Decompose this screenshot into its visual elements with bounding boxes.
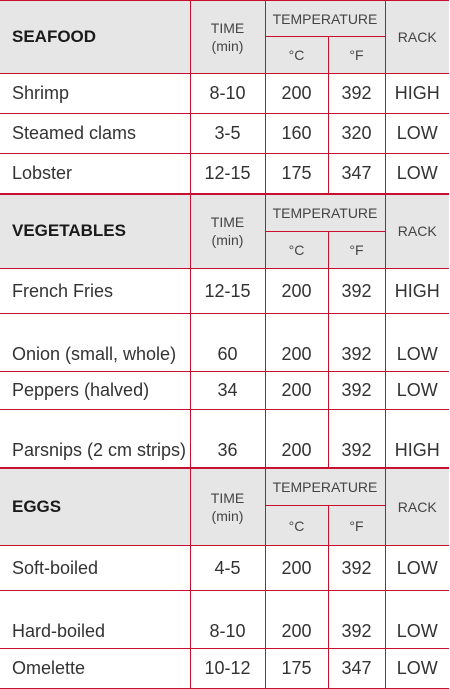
time-value: 8-10 xyxy=(189,590,266,649)
rack-header: RACK xyxy=(384,466,449,546)
time-value: 60 xyxy=(189,313,266,372)
table-row: Peppers (halved) 34 200 392 LOW xyxy=(0,371,449,410)
rack-value: LOW xyxy=(384,590,449,649)
fahrenheit-header: °F xyxy=(327,505,386,546)
section-header-eggs: EGGS TIME (min) TEMPERATURE RACK xyxy=(0,466,449,546)
time-value: 12-15 xyxy=(189,153,266,194)
celsius-value: 200 xyxy=(264,590,329,649)
fahrenheit-header: °F xyxy=(327,36,386,74)
rack-value: LOW xyxy=(384,113,449,154)
section-title: EGGS xyxy=(0,466,191,546)
time-value: 12-15 xyxy=(189,268,266,314)
rack-value: LOW xyxy=(384,313,449,372)
time-value: 34 xyxy=(189,371,266,410)
celsius-header: °C xyxy=(264,505,329,546)
rack-value: HIGH xyxy=(384,409,449,468)
fahrenheit-value: 392 xyxy=(327,313,386,372)
rack-value: LOW xyxy=(384,153,449,194)
temperature-header: TEMPERATURE xyxy=(264,192,386,232)
rack-value: LOW xyxy=(384,545,449,591)
celsius-value: 200 xyxy=(264,313,329,372)
time-header-label: TIME xyxy=(210,214,245,231)
fahrenheit-value: 392 xyxy=(327,590,386,649)
fahrenheit-value: 392 xyxy=(327,268,386,314)
time-header-label: TIME xyxy=(210,20,245,36)
time-header-label: TIME xyxy=(210,489,245,506)
food-name: Shrimp xyxy=(0,73,191,114)
rack-value: HIGH xyxy=(384,73,449,114)
time-value: 8-10 xyxy=(189,73,266,114)
celsius-value: 160 xyxy=(264,113,329,154)
food-name: Lobster xyxy=(0,153,191,194)
table-row: Lobster 12-15 175 347 LOW xyxy=(0,153,449,194)
table-row: Soft-boiled 4-5 200 392 LOW xyxy=(0,545,449,591)
rack-header: RACK xyxy=(384,192,449,269)
food-name: Peppers (halved) xyxy=(0,371,191,410)
food-name: Onion (small, whole) xyxy=(0,313,191,372)
table-row: Omelette 10-12 175 347 LOW xyxy=(0,648,449,689)
rack-value: LOW xyxy=(384,371,449,410)
table-row: Onion (small, whole) 60 200 392 LOW xyxy=(0,313,449,372)
table-row: Steamed clams 3-5 160 320 LOW xyxy=(0,113,449,154)
celsius-value: 200 xyxy=(264,73,329,114)
fahrenheit-value: 392 xyxy=(327,73,386,114)
time-value: 3-5 xyxy=(189,113,266,154)
table-row: Shrimp 8-10 200 392 HIGH xyxy=(0,73,449,114)
rack-value: HIGH xyxy=(384,268,449,314)
food-name: Hard-boiled xyxy=(0,590,191,649)
food-name: Omelette xyxy=(0,648,191,689)
time-header-unit: (min) xyxy=(211,38,244,54)
fahrenheit-header: °F xyxy=(327,231,386,269)
time-header: TIME (min) xyxy=(189,192,266,269)
celsius-header: °C xyxy=(264,231,329,269)
food-name: Soft-boiled xyxy=(0,545,191,591)
rack-value: LOW xyxy=(384,648,449,689)
celsius-value: 200 xyxy=(264,409,329,468)
section-title: VEGETABLES xyxy=(0,192,191,269)
celsius-value: 175 xyxy=(264,153,329,194)
temperature-header: TEMPERATURE xyxy=(264,0,386,37)
celsius-value: 200 xyxy=(264,268,329,314)
table-row: French Fries 12-15 200 392 HIGH xyxy=(0,268,449,314)
time-value: 36 xyxy=(189,409,266,468)
fahrenheit-value: 347 xyxy=(327,153,386,194)
celsius-value: 200 xyxy=(264,545,329,591)
food-name: French Fries xyxy=(0,268,191,314)
time-header: TIME (min) xyxy=(189,0,266,74)
fahrenheit-value: 320 xyxy=(327,113,386,154)
time-value: 4-5 xyxy=(189,545,266,591)
fahrenheit-value: 392 xyxy=(327,371,386,410)
time-value: 10-12 xyxy=(189,648,266,689)
fahrenheit-value: 392 xyxy=(327,545,386,591)
fahrenheit-value: 347 xyxy=(327,648,386,689)
time-header-unit: (min) xyxy=(211,507,244,524)
section-header-seafood: SEAFOOD TIME (min) TEMPERATURE RACK xyxy=(0,0,449,74)
celsius-value: 175 xyxy=(264,648,329,689)
time-header-unit: (min) xyxy=(211,232,244,249)
time-header: TIME (min) xyxy=(189,466,266,546)
celsius-value: 200 xyxy=(264,371,329,410)
section-title: SEAFOOD xyxy=(0,0,191,74)
food-name: Parsnips (2 cm strips) xyxy=(0,409,191,468)
celsius-header: °C xyxy=(264,36,329,74)
fahrenheit-value: 392 xyxy=(327,409,386,468)
temperature-header: TEMPERATURE xyxy=(264,466,386,506)
rack-header: RACK xyxy=(384,0,449,74)
table-row: Hard-boiled 8-10 200 392 LOW xyxy=(0,590,449,649)
table-row: Parsnips (2 cm strips) 36 200 392 HIGH xyxy=(0,409,449,468)
section-header-vegetables: VEGETABLES TIME (min) TEMPERATURE RACK xyxy=(0,192,449,269)
food-name: Steamed clams xyxy=(0,113,191,154)
